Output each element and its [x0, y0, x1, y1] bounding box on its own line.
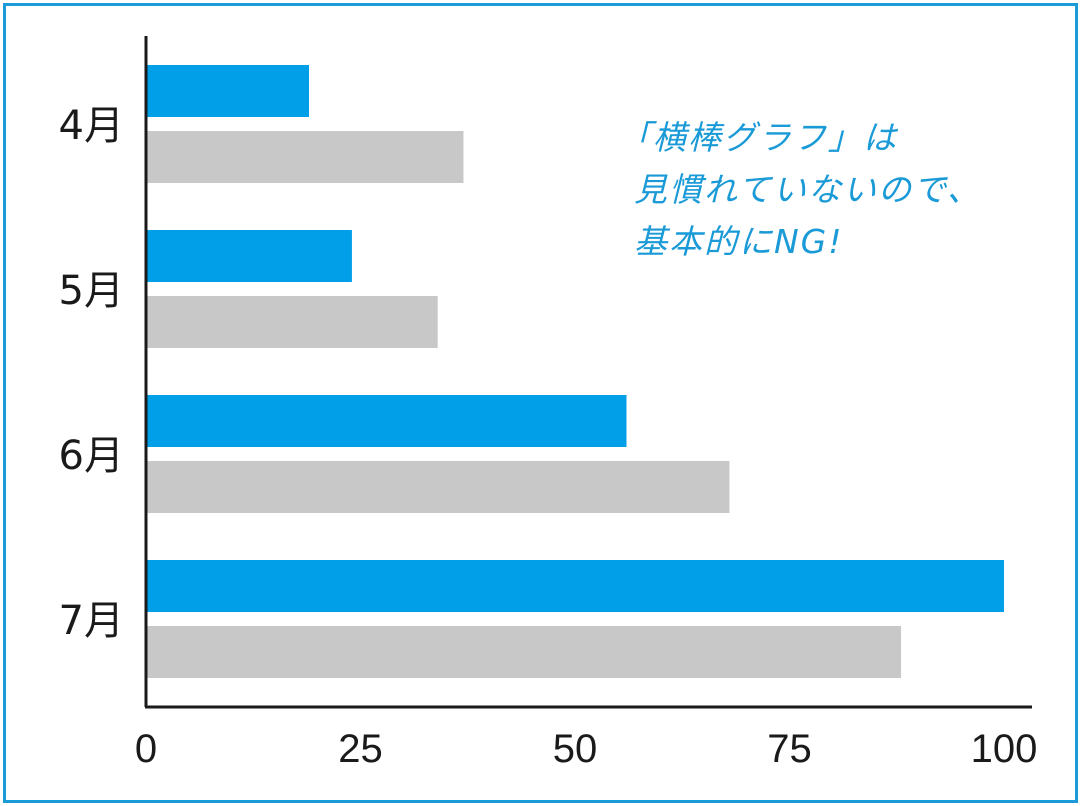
annotation-line-3: 基本的にNG!	[634, 222, 844, 261]
category-labels: 4月 5月 6月 7月	[59, 103, 124, 644]
bar-gray-1	[146, 131, 464, 183]
annotation-note: 「横棒グラフ」は 見慣れていないので、 基本的にNG!	[618, 112, 1038, 268]
bar-gray-4	[146, 626, 902, 678]
bar-gray-3	[146, 461, 730, 513]
x-tick-label-5: 100	[971, 727, 1038, 771]
bar-blue-3	[146, 395, 627, 447]
bar-blue-2	[146, 230, 352, 282]
x-tick-label-2: 25	[338, 727, 383, 771]
x-tick-label-4: 75	[767, 727, 812, 771]
bar-gray-2	[146, 296, 438, 348]
category-label-1: 4月	[59, 103, 124, 149]
category-label-2: 5月	[59, 268, 124, 314]
annotation-line-1: 「横棒グラフ」は	[618, 118, 898, 157]
bar-blue-4	[146, 560, 1004, 612]
category-label-4: 7月	[59, 598, 124, 644]
annotation-line-2: 見慣れていないので、	[634, 170, 982, 209]
category-label-3: 6月	[59, 433, 124, 479]
x-tick-labels: 0 25 50 75 100	[135, 727, 1038, 771]
x-tick-label-3: 50	[553, 727, 598, 771]
bar-blue-1	[146, 65, 310, 117]
x-tick-label-1: 0	[135, 727, 157, 771]
bars-layer	[146, 65, 1004, 678]
